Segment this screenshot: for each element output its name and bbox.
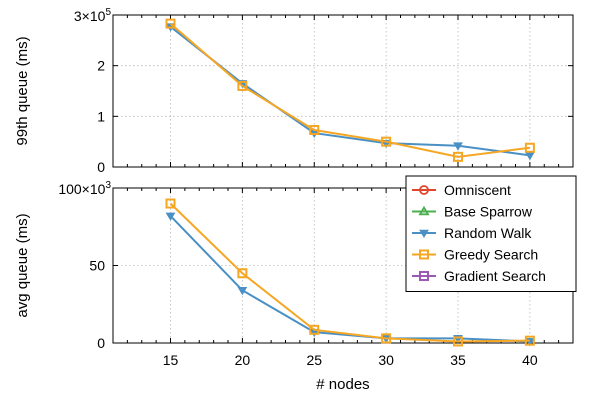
x-tick-label: 35 (450, 352, 466, 368)
x-axis-title: # nodes (316, 376, 369, 393)
series-line (169, 22, 531, 158)
series-greedy-search (165, 198, 535, 347)
series-line (169, 215, 530, 343)
y-tick-label: 50 (89, 258, 105, 274)
x-tick-label: 30 (378, 352, 394, 368)
x-tick-label: 25 (306, 352, 322, 368)
legend-label: Omniscent (444, 182, 511, 198)
legend-marker (419, 185, 429, 195)
x-tick-label: 15 (163, 352, 179, 368)
series-random-walk (165, 23, 535, 161)
y-axis-title: avg queue (ms) (14, 213, 31, 317)
data-point (453, 142, 463, 151)
chart-panel-1: 0 1 2 3×105 99th queue (ms) (14, 7, 574, 175)
legend-label: Random Walk (444, 225, 532, 241)
data-point (165, 198, 176, 209)
data-point (524, 335, 535, 346)
series-greedy-search (165, 18, 535, 162)
data-point (524, 142, 535, 153)
data-point (309, 125, 320, 136)
chart-panel-2: 0 50 100×103 avg queue (ms) 15 20 25 30 35 40 # no… (14, 180, 574, 393)
y-tick-label: 2 (97, 58, 105, 74)
y-tick-label-scaled: 100×103 (58, 180, 111, 197)
x-tick-label: 40 (522, 352, 538, 368)
legend-entry: Omniscent (412, 182, 511, 198)
data-point (165, 212, 176, 221)
data-point (309, 324, 320, 335)
data-point (237, 287, 248, 296)
legend-entry: Greedy Search (412, 247, 538, 263)
series-line (169, 25, 531, 157)
legend: Omniscent Base Sparrow Random Walk Greedy S… (405, 175, 577, 292)
y-axis-title: 99th queue (ms) (14, 36, 31, 145)
y-tick-label-scaled: 3×105 (74, 7, 112, 24)
x-tick-label: 20 (235, 352, 251, 368)
data-point (381, 136, 392, 147)
legend-entry: Random Walk (412, 225, 532, 241)
data-point (381, 333, 392, 344)
legend-label: Greedy Search (444, 247, 538, 263)
legend-marker (419, 271, 429, 281)
legend-marker (419, 229, 429, 238)
data-point (453, 336, 463, 347)
data-point (165, 18, 176, 29)
data-point (237, 268, 248, 279)
y-tick-label: 0 (97, 335, 105, 351)
data-point (453, 151, 463, 162)
y-tick-label: 1 (97, 108, 105, 124)
data-point (237, 80, 248, 91)
y-tick-label: 0 (97, 159, 105, 175)
legend-label: Gradient Search (444, 268, 546, 284)
plot-frame (112, 14, 574, 168)
series-line (169, 202, 530, 343)
legend-label: Base Sparrow (444, 204, 533, 220)
legend-marker (419, 249, 429, 260)
legend-entry: Base Sparrow (412, 204, 533, 220)
legend-entry: Gradient Search (412, 268, 546, 284)
legend-marker (418, 205, 430, 216)
